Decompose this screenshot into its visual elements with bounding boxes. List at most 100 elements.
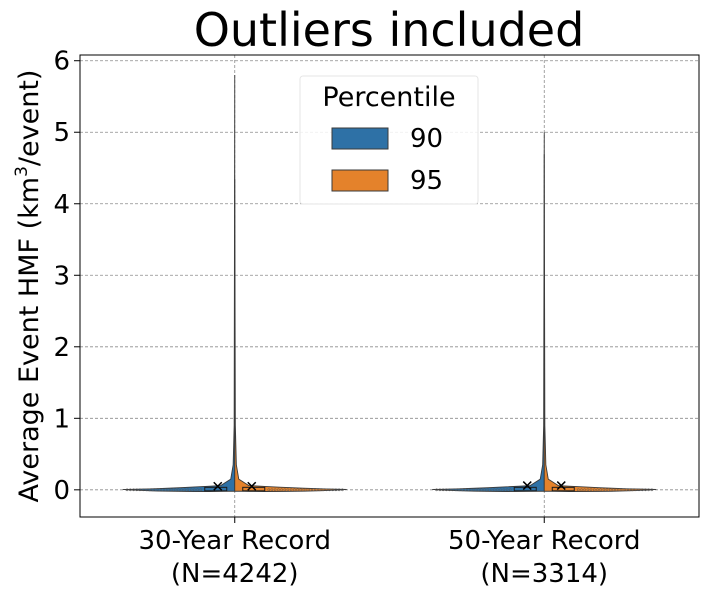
data-point xyxy=(457,488,461,492)
legend-swatch-90 xyxy=(331,127,389,150)
data-point xyxy=(444,488,448,492)
data-point xyxy=(321,488,325,492)
y-axis-ticks: 0 1 2 3 4 5 6 xyxy=(53,47,80,506)
data-point xyxy=(192,488,196,492)
data-point xyxy=(337,488,341,492)
mean-marker-90-2 xyxy=(522,481,532,491)
y-axis-label-main: Average Event HMF (km xyxy=(14,177,45,503)
data-point xyxy=(502,488,506,492)
data-point xyxy=(476,488,480,492)
data-point xyxy=(640,488,644,492)
mean-marker-95-1 xyxy=(247,481,257,491)
data-point xyxy=(650,488,654,492)
data-point xyxy=(492,488,496,492)
y-axis-label-unit: /event) xyxy=(14,70,45,167)
data-point xyxy=(596,488,599,492)
data-point xyxy=(583,488,586,492)
data-point xyxy=(138,488,142,492)
y-tick-label: 6 xyxy=(53,47,70,77)
data-point xyxy=(637,488,641,492)
data-point xyxy=(505,488,509,492)
data-point xyxy=(299,488,303,492)
data-point xyxy=(167,488,171,492)
data-point xyxy=(612,488,615,492)
data-point xyxy=(580,488,583,492)
legend-title: Percentile xyxy=(322,82,455,113)
x-tick-label: 50-Year Record xyxy=(448,526,641,556)
x-tick-label: 30-Year Record xyxy=(138,526,331,556)
data-point xyxy=(144,488,148,492)
data-point xyxy=(615,488,618,492)
data-point xyxy=(283,488,287,492)
violin-90-1 xyxy=(122,75,236,492)
data-point xyxy=(173,488,177,492)
mean-marker-90-1 xyxy=(213,481,223,491)
data-point xyxy=(576,488,580,492)
x-tick-label-count: (N=3314) xyxy=(480,559,608,589)
data-point xyxy=(325,488,328,492)
data-point xyxy=(499,488,502,492)
data-point xyxy=(448,488,451,492)
y-axis-label: Average Event HMF (km3/event) xyxy=(12,70,45,503)
data-point xyxy=(293,488,296,492)
data-point xyxy=(599,488,602,492)
data-point xyxy=(318,488,322,492)
data-point xyxy=(618,488,622,492)
data-point xyxy=(592,488,596,492)
data-point xyxy=(312,488,315,492)
data-point xyxy=(451,488,454,492)
y-tick-label: 5 xyxy=(53,118,70,148)
data-point xyxy=(309,488,312,492)
data-point xyxy=(286,488,290,492)
data-point xyxy=(280,488,283,492)
y-tick-label: 0 xyxy=(53,476,70,506)
data-point xyxy=(608,488,612,492)
data-point xyxy=(180,488,183,492)
data-point xyxy=(341,488,344,492)
data-point xyxy=(302,488,306,492)
x-axis-ticks: 30-Year Record(N=4242) 50-Year Record(N=3… xyxy=(138,517,641,589)
legend-swatch-95 xyxy=(331,169,389,192)
data-point xyxy=(148,488,151,492)
data-point xyxy=(438,488,442,492)
data-point xyxy=(441,488,445,492)
data-point xyxy=(296,488,299,492)
data-point xyxy=(473,488,477,492)
mean-marker-95-2 xyxy=(556,481,566,491)
data-point xyxy=(196,488,199,492)
data-point xyxy=(328,488,331,492)
data-point xyxy=(128,488,132,492)
data-point xyxy=(277,488,280,492)
data-point xyxy=(460,488,464,492)
data-point xyxy=(624,488,628,492)
data-point xyxy=(176,488,180,492)
data-point xyxy=(267,488,271,492)
data-point xyxy=(467,488,470,492)
data-point xyxy=(125,488,129,492)
y-tick-label: 4 xyxy=(53,190,70,220)
data-point xyxy=(496,488,499,492)
violin-95-2 xyxy=(543,153,657,492)
legend-label-95: 95 xyxy=(410,166,443,196)
plot-frame xyxy=(79,54,700,518)
legend-label-90: 90 xyxy=(410,124,443,154)
data-point xyxy=(170,488,174,492)
data-point xyxy=(183,488,187,492)
data-point xyxy=(602,488,606,492)
y-tick-label: 1 xyxy=(53,404,70,434)
data-point xyxy=(634,488,638,492)
data-point xyxy=(605,488,609,492)
data-point xyxy=(186,488,190,492)
data-point xyxy=(199,488,203,492)
data-point xyxy=(289,488,293,492)
data-point xyxy=(644,488,647,492)
data-point xyxy=(270,488,274,492)
data-point xyxy=(454,488,458,492)
data-point xyxy=(154,488,158,492)
data-point xyxy=(589,488,593,492)
data-point xyxy=(483,488,486,492)
data-point xyxy=(160,488,164,492)
violins xyxy=(122,75,657,492)
data-point xyxy=(631,488,634,492)
violin-95-1 xyxy=(234,178,347,492)
